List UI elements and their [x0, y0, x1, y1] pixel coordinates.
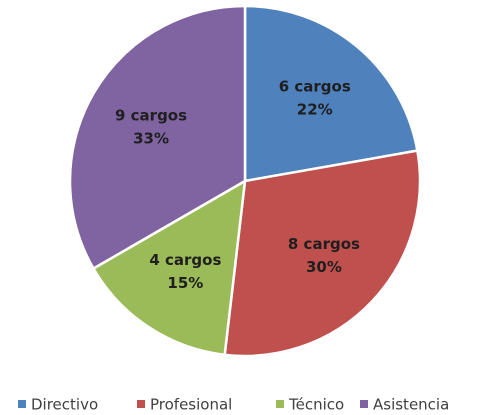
- pie-slice: [243, 4, 419, 183]
- slice-count-label: 9 cargos: [115, 106, 187, 124]
- legend-label: Técnico: [288, 396, 344, 414]
- legend-label: Directivo: [31, 396, 98, 414]
- pie-slice: [223, 149, 422, 358]
- legend-swatch: [276, 400, 284, 408]
- slice-percent-label: 15%: [167, 274, 203, 292]
- legend-label: Profesional: [150, 396, 232, 414]
- slice-count-label: 8 cargos: [288, 235, 360, 253]
- legend-label: Asistencia: [373, 396, 449, 414]
- pie-slice: [91, 178, 247, 357]
- legend-swatch: [360, 400, 368, 408]
- slice-percent-label: 22%: [297, 100, 333, 118]
- slice-percent-label: 33%: [133, 129, 169, 147]
- slice-count-label: 4 cargos: [149, 251, 221, 269]
- legend-swatch: [137, 400, 145, 408]
- slice-count-label: 6 cargos: [279, 77, 351, 95]
- slice-percent-label: 30%: [306, 258, 342, 276]
- pie-slice: [68, 4, 247, 271]
- legend-swatch: [18, 400, 26, 408]
